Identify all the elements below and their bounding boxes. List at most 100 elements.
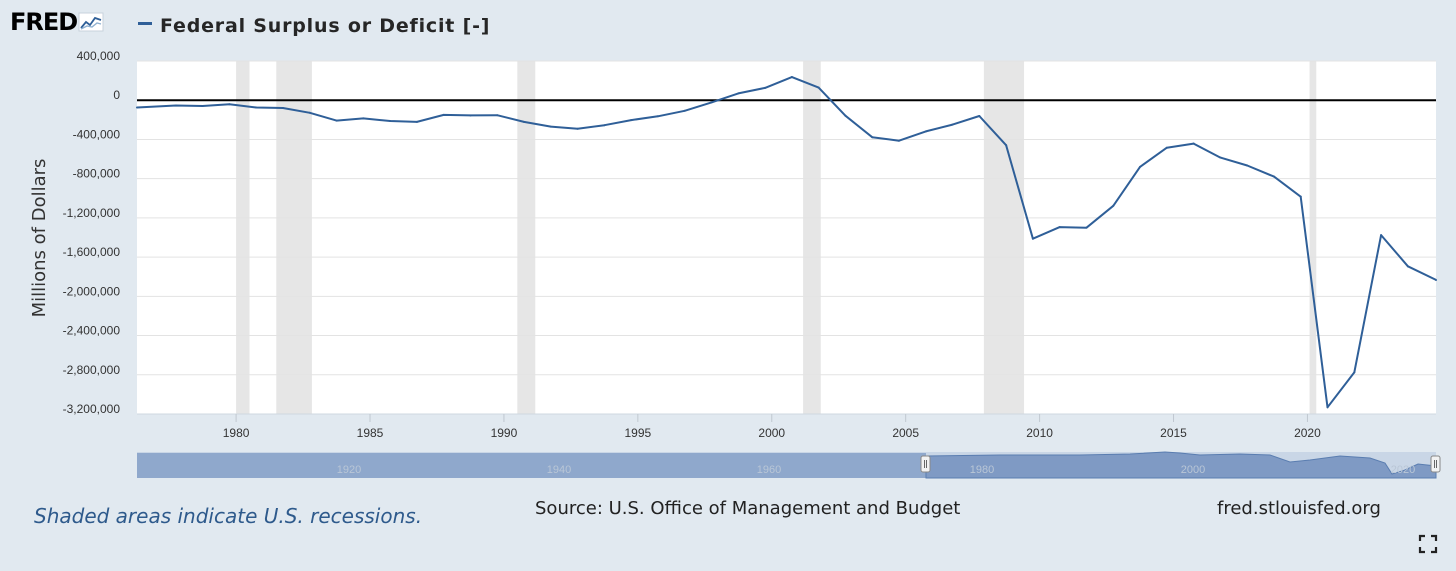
x-tick-label: 2010 [1026,426,1053,440]
navigator-tick-label: 1920 [337,464,361,476]
y-tick-label: -2,400,000 [63,324,121,338]
x-axis: 1980 1985 1990 1995 2000 2005 2010 2015 2020 [137,413,1436,440]
fred-logo-text: FRED [10,8,78,36]
y-tick-label: -2,800,000 [63,363,121,377]
data-point [710,101,713,104]
data-point [1299,195,1302,198]
recession-band [803,61,821,414]
data-point [469,114,472,117]
x-tick-label: 1990 [491,426,518,440]
fullscreen-icon[interactable] [1418,534,1438,554]
recession-band [1309,61,1317,414]
legend-swatch [138,21,152,25]
recession-band [236,61,250,414]
plot-area [137,61,1436,414]
data-point [389,120,392,123]
y-tick-label: -400,000 [73,127,121,141]
navigator-selection[interactable] [137,453,926,478]
data-point [656,115,659,118]
y-tick-label: -3,200,000 [63,402,121,416]
y-tick-label: -2,000,000 [63,284,121,298]
data-point [174,104,177,107]
recession-shading [236,61,1317,414]
data-point [1219,156,1222,159]
navigator[interactable]: 1920 1940 1960 1980 2000 2020 [137,451,1441,479]
data-point [1353,371,1356,374]
data-point [1031,237,1034,240]
data-point [1326,406,1329,409]
data-point [737,92,740,95]
data-point [897,139,900,142]
source-text: Source: U.S. Office of Management and Bu… [535,498,961,519]
x-tick-label: 1980 [223,426,250,440]
x-tick-label: 1985 [357,426,384,440]
fred-graph-icon [78,12,104,32]
data-point [630,119,633,122]
data-point [1406,265,1409,268]
data-point [924,130,927,133]
navigator-tick-label: 2020 [1391,464,1415,476]
data-point [1272,175,1275,178]
data-point [817,86,820,89]
x-tick-label: 2020 [1294,426,1321,440]
navigator-left-handle[interactable] [920,455,931,473]
data-point [362,117,365,120]
data-points [136,76,1437,409]
x-tick-label: 2000 [758,426,785,440]
y-axis: 400,000 0 -400,000 -800,000 -1,200,000 -1,600… [63,49,121,416]
data-point [523,120,526,123]
data-point [1139,165,1142,168]
navigator-tick-label: 1980 [970,464,994,476]
data-point [790,76,793,79]
chart-title: Federal Surplus or Deficit [-] [160,15,491,37]
fred-logo[interactable]: FRED [10,8,105,36]
chart: 400,000 0 -400,000 -800,000 -1,200,000 -1,600… [29,49,1441,479]
chart-header: Federal Surplus or Deficit [-] [138,15,490,37]
navigator-tick-label: 1960 [757,464,781,476]
y-axis-title: Millions of Dollars [29,159,50,318]
data-point [1165,146,1168,149]
x-tick-label: 2005 [892,426,919,440]
recession-band [983,61,1025,414]
site-link[interactable]: fred.stlouisfed.org [1217,498,1381,519]
data-point [683,109,686,112]
data-point [1112,204,1115,207]
data-point [201,105,204,108]
data-point [255,106,258,109]
data-point [1380,234,1383,237]
data-point [1085,226,1088,229]
data-point [281,106,284,109]
data-point [308,111,311,114]
data-point [1192,142,1195,145]
data-point [496,114,499,117]
recession-band [517,61,536,414]
data-point [764,86,767,89]
data-point [1005,144,1008,147]
navigator-tick-label: 1940 [547,464,571,476]
data-point [136,106,138,109]
data-point [335,119,338,122]
data-point [603,124,606,127]
data-point [576,127,579,130]
data-point [228,103,231,106]
y-tick-label: 400,000 [77,49,121,63]
navigator-ticks: 1920 1940 1960 1980 2000 2020 [337,464,1415,476]
navigator-right-handle[interactable] [1430,455,1441,473]
data-point [415,120,418,123]
data-point [1435,278,1437,281]
y-tick-label: -1,600,000 [63,245,121,259]
recession-band [276,61,312,414]
data-point [951,123,954,126]
data-point [978,114,981,117]
navigator-series [925,451,1437,479]
data-point [871,136,874,139]
data-point [1246,164,1249,167]
y-tick-label: 0 [113,88,120,102]
navigator-tick-label: 2000 [1181,464,1205,476]
x-tick-label: 2015 [1160,426,1187,440]
data-point [844,114,847,117]
y-tick-label: -1,200,000 [63,206,121,220]
y-tick-label: -800,000 [73,167,121,181]
recession-note: Shaded areas indicate U.S. recessions. [34,504,423,528]
x-tick-label: 1995 [625,426,652,440]
